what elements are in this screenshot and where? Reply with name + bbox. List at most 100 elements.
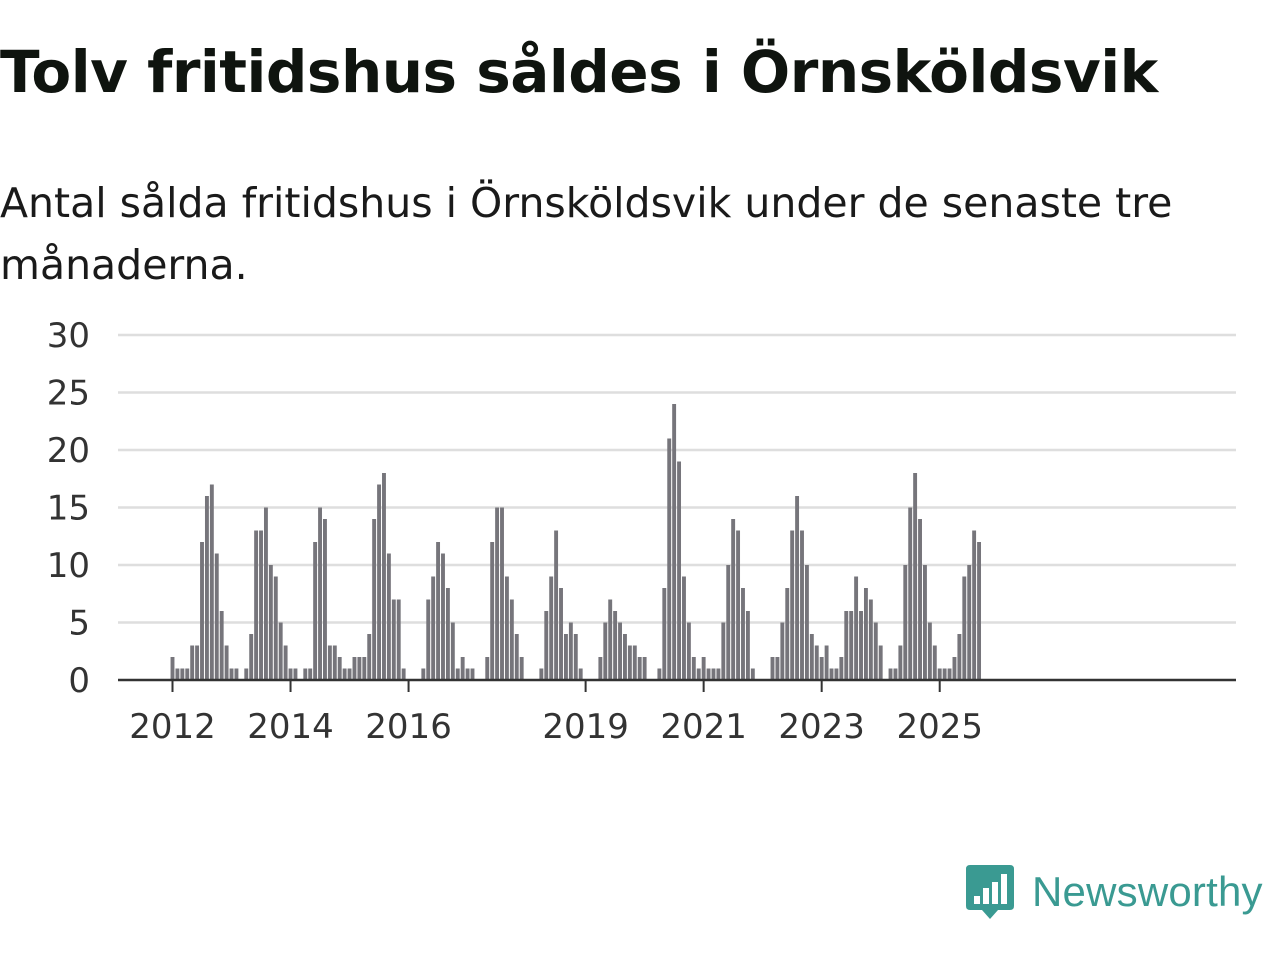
highlight-value-label: 12: [979, 300, 1018, 308]
bar: [942, 668, 947, 680]
bar: [637, 657, 642, 680]
bar: [937, 668, 942, 680]
bar: [391, 599, 396, 680]
bar: [382, 473, 386, 680]
bar: [878, 645, 883, 680]
bar: [672, 404, 677, 680]
bar: [834, 668, 839, 680]
bar: [278, 622, 283, 680]
bar: [824, 645, 829, 680]
bar: [809, 634, 814, 680]
bar: [686, 622, 691, 680]
bar: [908, 507, 913, 680]
bar: [450, 622, 455, 680]
bar: [195, 645, 200, 680]
bar: [775, 657, 780, 680]
bar: [613, 611, 618, 680]
bar: [460, 657, 465, 680]
bar: [785, 588, 790, 680]
bar: [854, 576, 859, 680]
bars: [170, 404, 982, 680]
bar: [401, 668, 406, 680]
bar: [696, 668, 701, 680]
bar: [559, 588, 563, 680]
bar: [386, 553, 391, 680]
bar: [254, 530, 259, 680]
bar: [913, 473, 918, 680]
bar: [711, 668, 716, 680]
bar: [485, 657, 490, 680]
bar: [849, 611, 854, 680]
bar: [780, 622, 785, 680]
x-axis: 2012 2014 2016 2019 2021 2023 2025: [118, 678, 1236, 747]
newsworthy-logo-icon: [966, 865, 1014, 919]
bar: [445, 588, 450, 680]
bar: [819, 657, 824, 680]
bar: [470, 668, 475, 680]
bar: [888, 668, 893, 680]
bar: [947, 668, 952, 680]
x-tick-label: 2021: [660, 707, 747, 747]
bar: [608, 599, 613, 680]
bar: [362, 657, 367, 680]
y-tick-label: 25: [47, 374, 90, 414]
bar: [313, 542, 318, 680]
bar: [495, 507, 500, 680]
bar: [642, 657, 647, 680]
bar: [426, 599, 431, 680]
y-tick-label: 15: [47, 489, 90, 529]
bar: [716, 668, 721, 680]
bar: [731, 519, 736, 680]
bar: [829, 668, 834, 680]
bar: [554, 530, 559, 680]
brand-logo[interactable]: Newsworthy: [964, 862, 1263, 922]
bar: [357, 657, 362, 680]
bar: [957, 634, 962, 680]
bar: [200, 542, 204, 680]
bar: [170, 657, 175, 680]
bar: [859, 611, 863, 680]
bar: [175, 668, 180, 680]
bar: [283, 645, 288, 680]
bar: [421, 668, 426, 680]
bar: [682, 576, 686, 680]
x-tick-label: 2025: [896, 707, 983, 747]
bar: [721, 622, 726, 680]
bar: [578, 668, 583, 680]
bar: [741, 588, 745, 680]
bar: [726, 565, 731, 680]
bar: [455, 668, 460, 680]
x-tick-label: 2014: [247, 707, 334, 747]
bar: [263, 507, 268, 680]
bar: [234, 668, 239, 680]
bar: [337, 657, 342, 680]
bar: [539, 668, 544, 680]
bar: [563, 634, 568, 680]
bar: [706, 668, 711, 680]
y-tick-label: 20: [47, 431, 90, 471]
brand-name: Newsworthy: [1032, 868, 1263, 915]
bar: [377, 484, 382, 680]
bar: [509, 599, 514, 680]
bar: [204, 496, 209, 680]
bar: [465, 668, 470, 680]
y-tick-label: 5: [68, 604, 90, 644]
bar: [893, 668, 898, 680]
bar: [259, 530, 263, 680]
bar: [918, 519, 922, 680]
bar: [490, 542, 495, 680]
bar: [323, 519, 327, 680]
bar: [180, 668, 185, 680]
bar: [273, 576, 278, 680]
y-tick-label: 10: [47, 546, 90, 586]
bar: [214, 553, 219, 680]
bar: [431, 576, 436, 680]
bar: [436, 542, 441, 680]
bar: [347, 668, 352, 680]
bar: [441, 553, 445, 680]
bar: [519, 657, 524, 680]
bar: [293, 668, 298, 680]
x-tick-label: 2019: [542, 707, 629, 747]
bar: [790, 530, 795, 680]
